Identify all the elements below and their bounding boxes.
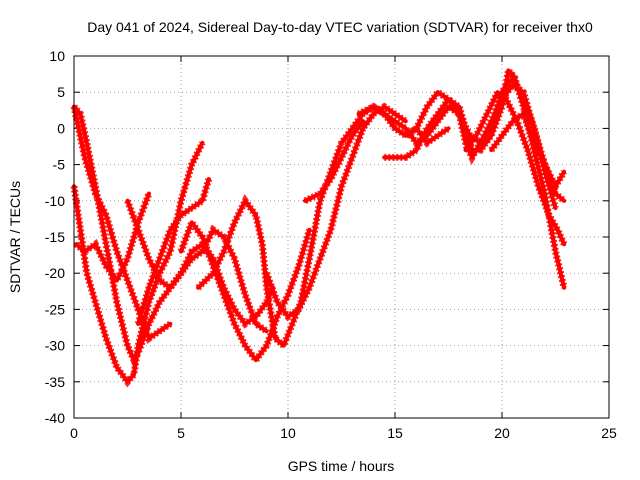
series-plus-markers bbox=[403, 70, 567, 204]
x-tick-label: 0 bbox=[70, 425, 78, 441]
series-plus-markers bbox=[357, 80, 559, 209]
y-tick-label: 0 bbox=[57, 120, 65, 136]
series-sat-5 bbox=[124, 198, 277, 329]
x-tick-label: 20 bbox=[494, 425, 510, 441]
x-tick-label: 10 bbox=[280, 425, 296, 441]
y-tick-label: -20 bbox=[45, 265, 65, 281]
chart-title: Day 041 of 2024, Sidereal Day-to-day VTE… bbox=[87, 19, 593, 35]
y-tick-label: -40 bbox=[45, 410, 65, 426]
series-sat-7 bbox=[177, 215, 313, 366]
series-plus-markers bbox=[134, 178, 213, 325]
x-axis-label: GPS time / hours bbox=[288, 458, 395, 474]
series-plus-markers bbox=[488, 108, 568, 194]
series-sat-14 bbox=[462, 86, 568, 247]
y-tick-label: -15 bbox=[45, 229, 65, 245]
series-plus-markers bbox=[71, 104, 269, 368]
series-sat-8 bbox=[195, 102, 451, 352]
y-tick-label: -35 bbox=[45, 374, 65, 390]
y-tick-label: 5 bbox=[57, 84, 65, 100]
series-plus-markers bbox=[124, 199, 277, 329]
series-plus-markers bbox=[462, 86, 568, 246]
series-plus-markers bbox=[303, 119, 366, 204]
y-tick-label: -25 bbox=[45, 301, 65, 317]
series-sat-15 bbox=[488, 108, 568, 194]
y-axis-label: SDTVAR / TECUs bbox=[7, 181, 23, 293]
x-tick-label: 25 bbox=[601, 425, 617, 441]
y-tick-label: -30 bbox=[45, 338, 65, 354]
x-tick-label: 15 bbox=[387, 425, 403, 441]
y-tick-label: -10 bbox=[45, 193, 65, 209]
series-sat-10 bbox=[303, 119, 366, 204]
x-tick-label: 5 bbox=[177, 425, 185, 441]
series-plus-markers bbox=[177, 215, 313, 366]
series-sat-6 bbox=[134, 177, 213, 326]
y-tick-label: 10 bbox=[49, 48, 65, 64]
series-plus-markers bbox=[195, 102, 451, 352]
y-tick-label: -5 bbox=[53, 157, 66, 173]
series-sat-9 bbox=[263, 102, 408, 322]
series-plus-markers bbox=[73, 192, 153, 288]
series-layer bbox=[70, 62, 568, 388]
series-line bbox=[264, 104, 408, 319]
plot-frame bbox=[73, 55, 610, 419]
